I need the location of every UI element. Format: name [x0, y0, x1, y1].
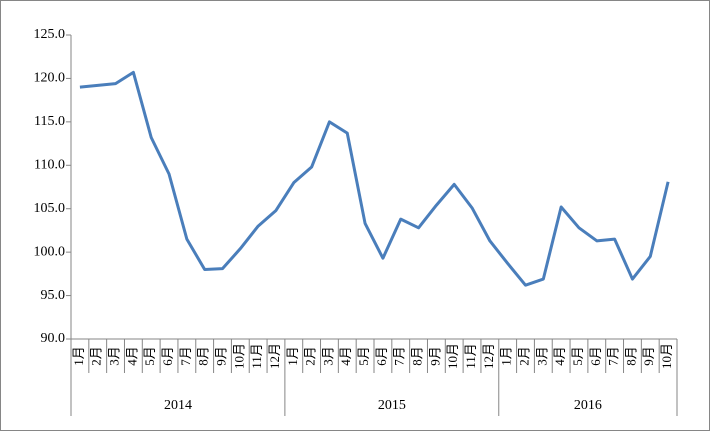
x-tick-label: 11月	[463, 343, 478, 369]
y-tick-label: 125.0	[34, 27, 66, 42]
x-tick-label: 2月	[89, 346, 104, 366]
x-tick-label: 5月	[356, 346, 371, 366]
x-tick-label: 2月	[516, 346, 531, 366]
x-tick-label: 8月	[196, 346, 211, 366]
x-tick-label: 6月	[160, 346, 175, 366]
x-tick-label: 7月	[606, 346, 621, 366]
y-tick-label: 95.0	[41, 288, 66, 303]
x-tick-label: 7月	[392, 346, 407, 366]
x-tick-label: 10月	[659, 343, 674, 369]
x-tick-label: 10月	[231, 343, 246, 369]
x-tick-label: 12月	[267, 343, 282, 369]
x-tick-label: 3月	[107, 346, 122, 366]
x-tick-label: 3月	[534, 346, 549, 366]
group-label: 2015	[378, 398, 406, 413]
x-tick-label: 7月	[178, 346, 193, 366]
x-tick-label: 10月	[445, 343, 460, 369]
x-tick-label: 8月	[410, 346, 425, 366]
x-tick-label: 1月	[499, 346, 514, 366]
x-tick-label: 9月	[641, 346, 656, 366]
group-label: 2014	[164, 398, 192, 413]
x-tick-label: 2月	[303, 346, 318, 366]
x-tick-label: 4月	[552, 346, 567, 366]
x-tick-label: 9月	[213, 346, 228, 366]
y-tick-label: 105.0	[34, 201, 66, 216]
y-tick-label: 90.0	[41, 331, 66, 346]
x-tick-label: 8月	[623, 346, 638, 366]
y-tick-label: 115.0	[34, 114, 65, 129]
x-tick-label: 6月	[374, 346, 389, 366]
x-tick-label: 5月	[142, 346, 157, 366]
x-tick-label: 4月	[338, 346, 353, 366]
x-tick-label: 4月	[124, 346, 139, 366]
x-tick-label: 1月	[71, 346, 86, 366]
x-tick-label: 11月	[249, 343, 264, 369]
x-tick-label: 3月	[320, 346, 335, 366]
x-tick-label: 12月	[481, 343, 496, 369]
x-tick-label: 1月	[285, 346, 300, 366]
y-tick-label: 110.0	[34, 158, 65, 173]
y-tick-label: 100.0	[34, 244, 66, 259]
x-tick-label: 9月	[427, 346, 442, 366]
x-tick-label: 6月	[588, 346, 603, 366]
x-tick-label: 5月	[570, 346, 585, 366]
group-label: 2016	[574, 398, 602, 413]
series-line	[79, 70, 670, 287]
y-tick-label: 120.0	[34, 71, 66, 86]
